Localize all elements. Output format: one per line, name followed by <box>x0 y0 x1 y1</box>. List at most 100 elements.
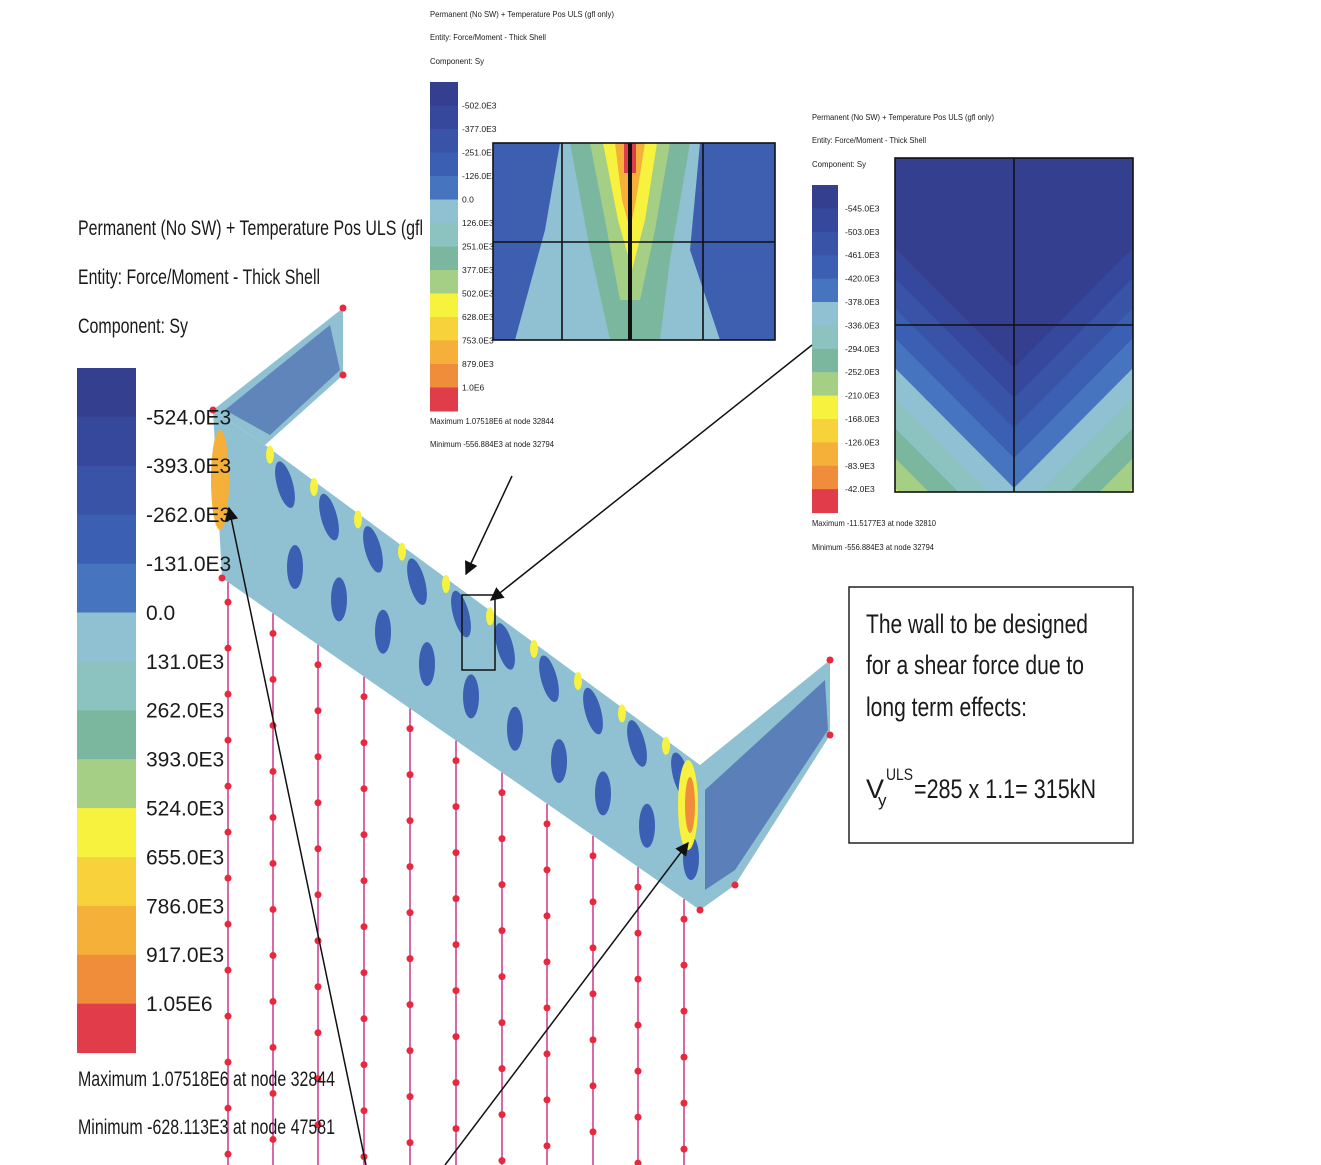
inset1-title: Permanent (No SW) + Temperature Pos ULS … <box>430 9 614 19</box>
contour-band <box>895 458 1133 492</box>
inset2-entity: Entity: Force/Moment - Thick Shell <box>812 135 926 145</box>
main-maximum: Maximum 1.07518E6 at node 32844 <box>78 1068 335 1091</box>
stress-spot <box>662 736 670 755</box>
node <box>314 1121 322 1129</box>
main-title: Permanent (No SW) + Temperature Pos ULS … <box>78 217 423 240</box>
inset1-maximum: Maximum 1.07518E6 at node 32844 <box>430 416 554 426</box>
node <box>269 629 277 637</box>
legend-band <box>430 152 458 177</box>
node <box>452 803 460 811</box>
stress-peak <box>211 430 229 530</box>
node <box>543 1142 551 1150</box>
legend-label: -420.0E3 <box>845 274 880 284</box>
node <box>224 782 232 790</box>
node <box>224 874 232 882</box>
inset2-legend: -545.0E3 -503.0E3 -461.0E3 -420.0E3 -378.0E3… <box>812 185 880 514</box>
legend-band <box>430 223 458 247</box>
node <box>224 736 232 744</box>
node <box>360 739 368 747</box>
legend-band <box>812 325 838 350</box>
stress-spot <box>530 639 538 658</box>
legend-band <box>430 246 458 271</box>
stress-spot <box>486 607 494 626</box>
main-minimum: Minimum -628.113E3 at node 47581 <box>78 1116 335 1139</box>
legend-label: 524.0E3 <box>146 797 224 820</box>
legend-band <box>812 489 838 514</box>
node <box>360 831 368 839</box>
stress-spot <box>398 542 406 561</box>
legend-label: -262.0E3 <box>146 504 231 527</box>
node <box>452 1125 460 1133</box>
legend-label: -294.0E3 <box>845 344 880 354</box>
node <box>680 961 688 969</box>
legend-band <box>430 387 458 412</box>
node <box>406 771 414 779</box>
legend-label: -393.0E3 <box>146 455 231 478</box>
node <box>224 1104 232 1112</box>
node <box>406 909 414 917</box>
stress-blob <box>407 558 427 605</box>
node <box>452 757 460 765</box>
node <box>498 1065 506 1073</box>
stress-spot <box>266 445 274 464</box>
stress-blob <box>287 545 303 590</box>
legend-label: 753.0E3 <box>462 335 494 345</box>
node <box>589 1128 597 1136</box>
node <box>314 1075 322 1083</box>
stress-blob <box>419 642 435 687</box>
node <box>314 891 322 899</box>
node <box>543 1004 551 1012</box>
legend-label: -251.0E3 <box>462 147 497 157</box>
stress-blob <box>225 325 340 435</box>
node <box>498 1019 506 1027</box>
node <box>634 929 642 937</box>
main-entity: Entity: Force/Moment - Thick Shell <box>78 266 320 289</box>
inset1-minimum: Minimum -556.884E3 at node 32794 <box>430 439 554 449</box>
legend-band <box>77 954 136 1005</box>
node <box>314 1029 322 1037</box>
legend-label: -503.0E3 <box>845 227 880 237</box>
legend-band <box>812 208 838 233</box>
node <box>406 1093 414 1101</box>
stress-spot <box>354 510 362 529</box>
legend-band <box>812 419 838 443</box>
legend-band <box>77 612 136 662</box>
legend-label: 126.0E3 <box>462 218 494 228</box>
legend-band <box>77 857 136 907</box>
legend-label: 917.0E3 <box>146 944 224 967</box>
note-line: The wall to be designed <box>866 609 1088 639</box>
node <box>452 941 460 949</box>
node <box>339 304 347 312</box>
stress-spot <box>310 478 318 497</box>
node <box>224 920 232 928</box>
legend-label: -83.9E3 <box>845 461 875 471</box>
legend-label: 262.0E3 <box>146 700 224 723</box>
formula-rest: =285 x 1.1= 315kN <box>914 774 1096 804</box>
node <box>680 915 688 923</box>
stress-spot <box>618 704 626 723</box>
node <box>498 881 506 889</box>
node <box>498 789 506 797</box>
node <box>731 881 739 889</box>
node <box>634 1021 642 1029</box>
node <box>406 1139 414 1147</box>
legend-band <box>812 278 838 303</box>
node <box>360 877 368 885</box>
node <box>360 969 368 977</box>
node <box>452 1033 460 1041</box>
legend-label: 251.0E3 <box>462 241 494 251</box>
legend-label: -168.0E3 <box>845 414 880 424</box>
stress-blob <box>551 739 567 784</box>
node <box>360 1015 368 1023</box>
node <box>452 849 460 857</box>
node <box>498 1111 506 1119</box>
legend-band <box>430 129 458 153</box>
stress-blob <box>495 623 515 670</box>
node <box>543 958 551 966</box>
node <box>589 898 597 906</box>
legend-label: 0.0 <box>146 602 175 625</box>
legend-band <box>430 317 458 341</box>
legend-band <box>430 82 458 106</box>
shell-model <box>211 308 830 910</box>
